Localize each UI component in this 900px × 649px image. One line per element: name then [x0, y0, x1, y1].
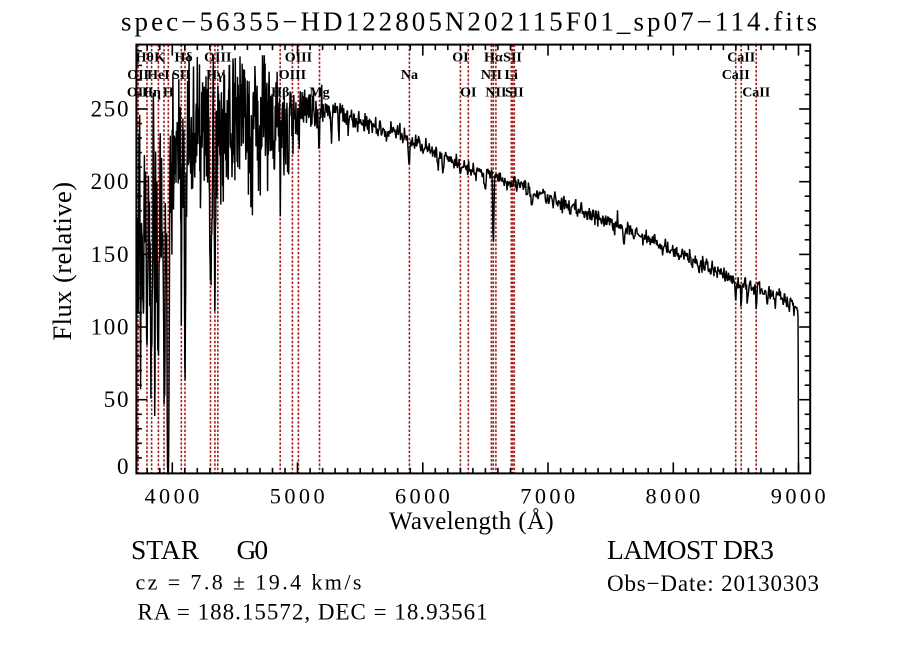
svg-text:100: 100: [91, 314, 131, 339]
svg-text:9000: 9000: [771, 484, 829, 509]
svg-text:HeI: HeI: [147, 68, 170, 83]
svg-text:Mg: Mg: [309, 85, 329, 100]
svg-text:K: K: [154, 50, 165, 65]
svg-text:LAMOST DR3: LAMOST DR3: [607, 534, 773, 565]
svg-text:H: H: [163, 85, 174, 100]
svg-text:OIII: OIII: [204, 50, 231, 65]
svg-text:6000: 6000: [395, 484, 453, 509]
svg-text:4000: 4000: [144, 484, 202, 509]
svg-text:5000: 5000: [270, 484, 328, 509]
svg-text:CaII: CaII: [722, 68, 750, 83]
svg-text:CaII: CaII: [742, 85, 770, 100]
svg-text:OII: OII: [127, 68, 149, 83]
svg-text:Na: Na: [401, 68, 418, 83]
svg-text:RA = 188.15572, DEC = 18.9356: RA = 188.15572, DEC = 18.93561: [138, 600, 489, 625]
svg-text:SII: SII: [505, 85, 524, 100]
svg-text:Flux (relative): Flux (relative): [47, 181, 77, 340]
svg-text:NII: NII: [485, 85, 506, 100]
svg-text:Li: Li: [505, 68, 518, 83]
svg-text:50: 50: [104, 387, 130, 412]
svg-text:Hδ: Hδ: [175, 50, 193, 65]
svg-text:Hθ: Hθ: [136, 50, 154, 65]
svg-text:OII: OII: [127, 85, 149, 100]
svg-text:7000: 7000: [520, 484, 578, 509]
svg-text:Hγ: Hγ: [206, 68, 224, 83]
svg-text:OI: OI: [460, 85, 476, 100]
svg-text:CaII: CaII: [727, 50, 755, 65]
svg-text:cz = 7.8 ± 19.4 km/s: cz = 7.8 ± 19.4 km/s: [136, 570, 364, 595]
svg-text:SII: SII: [503, 50, 522, 65]
svg-text:200: 200: [91, 169, 131, 194]
svg-text:OI: OI: [452, 50, 468, 65]
svg-text:NII: NII: [481, 68, 502, 83]
svg-text:Wavelength (Å): Wavelength (Å): [389, 508, 554, 535]
svg-text:G0: G0: [237, 534, 268, 565]
svg-text:Hη: Hη: [142, 85, 161, 100]
svg-text:G: G: [205, 85, 216, 100]
svg-text:0: 0: [117, 454, 130, 479]
svg-text:250: 250: [91, 96, 131, 121]
svg-text:OIII: OIII: [285, 50, 312, 65]
svg-text:Hα: Hα: [484, 50, 503, 65]
svg-text:8000: 8000: [645, 484, 703, 509]
svg-text:Obs−Date: 20130303: Obs−Date: 20130303: [607, 571, 820, 596]
svg-text:Hβ: Hβ: [271, 85, 289, 100]
svg-text:OIII: OIII: [279, 68, 306, 83]
svg-text:SII: SII: [172, 68, 191, 83]
svg-text:spec−56355−HD122805N202115F01_: spec−56355−HD122805N202115F01_sp07−114.f…: [121, 7, 820, 37]
svg-text:150: 150: [91, 242, 131, 267]
svg-text:STAR: STAR: [131, 534, 200, 565]
